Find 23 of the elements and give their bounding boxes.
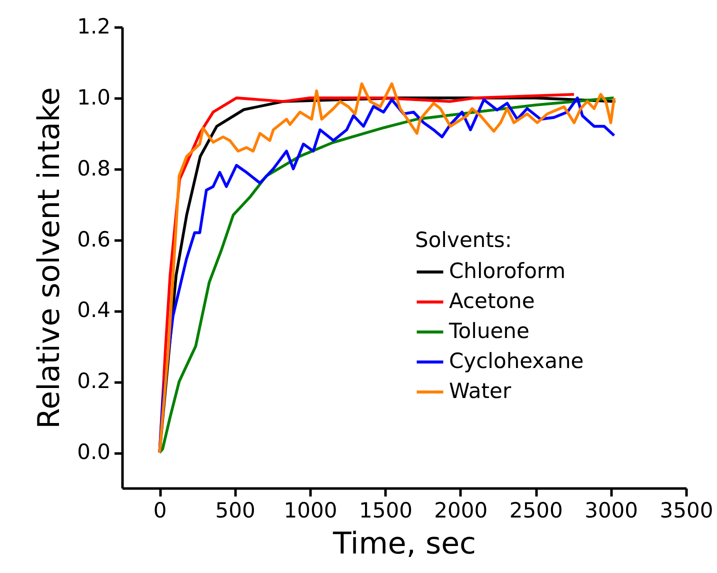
legend-label: Chloroform [449, 259, 566, 283]
legend-label: Cyclohexane [449, 349, 584, 373]
x-tick-label: 500 [215, 498, 256, 522]
y-tick-label: 0.2 [77, 369, 110, 394]
x-tick-label: 3000 [584, 498, 638, 522]
legend-title: Solvents: [415, 228, 512, 252]
legend-label: Toluene [448, 319, 530, 343]
y-tick-label: 0.0 [77, 440, 110, 464]
legend-label: Acetone [449, 289, 535, 313]
y-tick-label: 0.4 [77, 298, 110, 322]
legend-label: Water [449, 379, 512, 403]
x-axis-title: Time, sec [332, 526, 476, 562]
y-axis-title: Relative solvent intake [32, 87, 68, 429]
x-tick-label: 2000 [434, 498, 488, 522]
x-tick-label: 0 [153, 498, 167, 522]
y-tick-label: 0.6 [77, 227, 110, 252]
y-tick-label: 1.2 [77, 14, 110, 38]
x-tick-label: 1000 [284, 498, 338, 522]
x-tick-label: 3500 [660, 498, 714, 522]
x-tick-label: 1500 [358, 498, 412, 522]
x-tick-label: 2500 [509, 498, 563, 522]
y-tick-label: 1.0 [77, 85, 110, 110]
y-tick-label: 0.8 [77, 156, 110, 180]
